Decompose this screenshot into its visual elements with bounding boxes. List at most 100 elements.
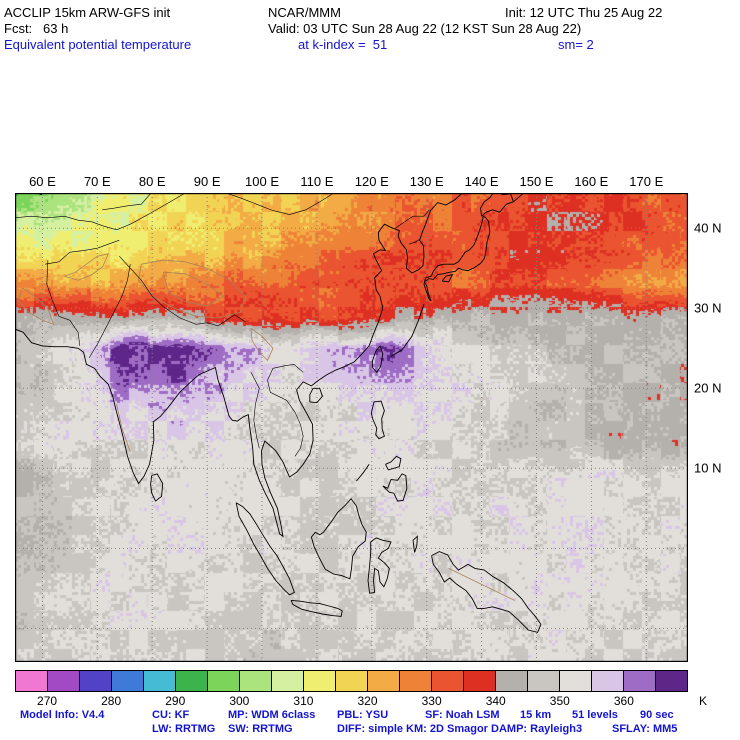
terrain-contour bbox=[17, 287, 55, 325]
lon-label: 80 E bbox=[138, 174, 166, 189]
lon-label: 170 E bbox=[629, 174, 664, 189]
country-border bbox=[46, 260, 81, 346]
diff-damp-info: DIFF: simple KM: 2D Smagor DAMP: Rayleig… bbox=[337, 723, 583, 735]
country-border bbox=[15, 193, 186, 231]
terrain-contour bbox=[64, 253, 109, 281]
terrain-contour bbox=[116, 404, 131, 453]
colorbar-cell bbox=[400, 671, 432, 691]
colorbar-cell bbox=[496, 671, 528, 691]
colorbar bbox=[15, 670, 688, 692]
colorbar-tick: 310 bbox=[293, 694, 314, 708]
colorbar-cell bbox=[240, 671, 272, 691]
coastline bbox=[441, 273, 454, 283]
coastline bbox=[480, 193, 514, 217]
map-area bbox=[15, 193, 688, 662]
lon-label: 90 E bbox=[193, 174, 221, 189]
country-border bbox=[119, 255, 246, 327]
coastline bbox=[150, 473, 164, 502]
model-title: ACCLIP 15km ARW-GFS init bbox=[4, 5, 171, 20]
colorbar-cell bbox=[304, 671, 336, 691]
colorbar-cell bbox=[464, 671, 496, 691]
coastline bbox=[356, 464, 370, 482]
cu-scheme: CU: KF bbox=[152, 709, 190, 721]
country-border bbox=[102, 193, 152, 211]
colorbar-cell bbox=[112, 671, 144, 691]
colorbar-tick: 300 bbox=[229, 694, 250, 708]
colorbar-cell bbox=[16, 671, 48, 691]
lon-label: 120 E bbox=[354, 174, 389, 189]
country-border bbox=[225, 193, 335, 215]
terrain-contour bbox=[250, 327, 274, 361]
coastline bbox=[309, 387, 323, 404]
colorbar-tick: 360 bbox=[613, 694, 634, 708]
colorbar-cell bbox=[368, 671, 400, 691]
timestep: 90 sec bbox=[640, 709, 674, 721]
map-frame bbox=[15, 193, 688, 662]
map-overlay bbox=[15, 193, 688, 662]
lon-label: 110 E bbox=[300, 174, 334, 189]
init-time: Init: 12 UTC Thu 25 Aug 22 bbox=[505, 5, 663, 20]
terrain-contour bbox=[162, 271, 225, 307]
lon-label: 160 E bbox=[574, 174, 609, 189]
field-name: Equivalent potential temperature bbox=[4, 37, 192, 52]
colorbar-ticks: 270 280 290 300 310 320 330 340 350 360 bbox=[0, 694, 740, 708]
colorbar-tick: 280 bbox=[101, 694, 122, 708]
coastline bbox=[423, 215, 491, 302]
coastline bbox=[290, 599, 343, 617]
colorbar-unit: K bbox=[699, 694, 708, 708]
grid-spacing: 15 km bbox=[520, 709, 552, 721]
colorbar-cell bbox=[528, 671, 560, 691]
colorbar-tick: 320 bbox=[357, 694, 378, 708]
colorbar-cell bbox=[336, 671, 368, 691]
colorbar-cell bbox=[432, 671, 464, 691]
model-info: Model Info: V4.4 bbox=[20, 709, 105, 721]
lon-label: 60 E bbox=[29, 174, 56, 189]
coastline bbox=[385, 455, 402, 471]
terrain-contour bbox=[138, 259, 247, 319]
sw-scheme: SW: RRTMG bbox=[228, 723, 293, 735]
country-border bbox=[272, 363, 304, 373]
colorbar-cell bbox=[208, 671, 240, 691]
pbl-scheme: PBL: YSU bbox=[337, 709, 389, 721]
colorbar-cell bbox=[624, 671, 656, 691]
country-border bbox=[395, 209, 430, 229]
colorbar-cell bbox=[656, 671, 687, 691]
colorbar-tick: 290 bbox=[165, 694, 186, 708]
coastline bbox=[15, 193, 463, 538]
sf-scheme: SF: Noah LSM bbox=[425, 709, 500, 721]
colorbar-cell bbox=[48, 671, 80, 691]
sflay-scheme: SFLAY: MM5 bbox=[612, 723, 678, 735]
colorbar-cell bbox=[144, 671, 176, 691]
mp-scheme: MP: WDM 6class bbox=[228, 709, 316, 721]
colorbar-tick: 350 bbox=[549, 694, 570, 708]
theta-e-field-canvas bbox=[15, 193, 688, 662]
longitude-axis: 60 E 70 E 80 E 90 E 100 E 110 E 120 E 130 E 140 … bbox=[0, 174, 740, 190]
coastline bbox=[310, 497, 367, 580]
coastline bbox=[371, 344, 384, 374]
valid-time: Valid: 03 UTC Sun 28 Aug 22 (12 KST Sun … bbox=[268, 21, 582, 36]
colorbar-tick: 330 bbox=[421, 694, 442, 708]
org-name: NCAR/MMM bbox=[268, 5, 341, 20]
coastline bbox=[235, 502, 295, 596]
lat-label: 20 N bbox=[694, 380, 722, 396]
colorbar-cell bbox=[176, 671, 208, 691]
lw-scheme: LW: RRTMG bbox=[152, 723, 216, 735]
terrain-contour bbox=[448, 568, 515, 601]
country-border bbox=[267, 368, 304, 457]
lon-label: 70 E bbox=[83, 174, 111, 189]
coastline bbox=[370, 400, 385, 440]
coastline bbox=[382, 473, 408, 502]
coastline bbox=[367, 537, 392, 594]
lon-label: 150 E bbox=[519, 174, 554, 189]
lat-label: 10 N bbox=[694, 460, 722, 476]
lon-label: 140 E bbox=[464, 174, 499, 189]
country-border bbox=[408, 239, 420, 245]
colorbar-cell bbox=[560, 671, 592, 691]
lat-label: 40 N bbox=[694, 220, 722, 236]
lat-label: 30 N bbox=[694, 300, 722, 316]
country-border bbox=[45, 239, 120, 265]
colorbar-cell bbox=[592, 671, 624, 691]
coastline bbox=[513, 193, 525, 203]
coastline bbox=[412, 535, 418, 553]
level-info: at k-index = 51 bbox=[298, 37, 388, 52]
